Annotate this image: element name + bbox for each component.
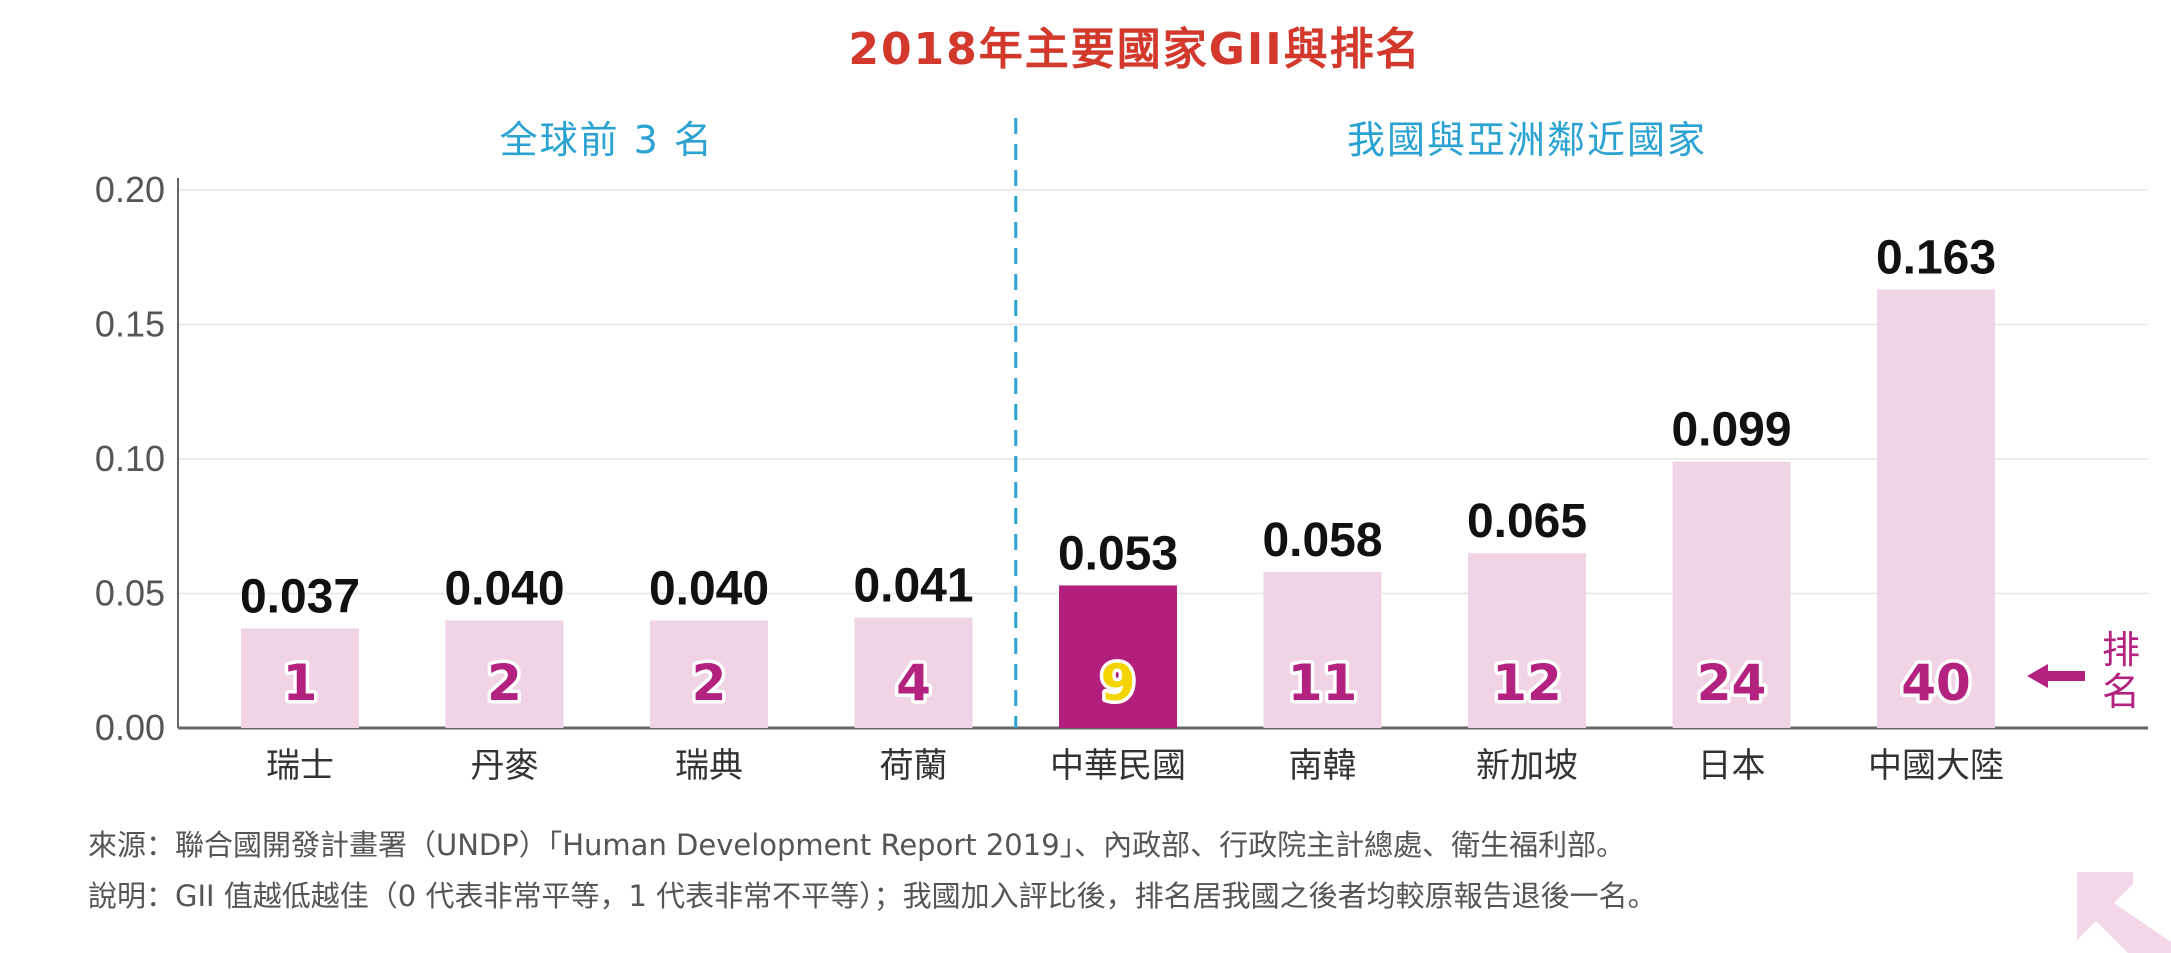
x-tick-label: 荷蘭 [880,746,948,786]
x-tick-label: 中華民國 [1050,746,1186,786]
bar [1877,289,1995,728]
rank-label: 12 [1492,654,1562,712]
rank-label: 2 [692,654,727,712]
value-label: 0.058 [1262,514,1382,567]
rank-label: 11 [1288,654,1358,712]
bar [1263,571,1382,728]
group-label: 我國與亞洲鄰近國家 [1347,118,1707,162]
bars: 0.037 1 瑞士 0.040 2 丹麥 0.040 2 瑞典 0.041 4 荷蘭 0.053 9 中華… [240,232,2004,786]
bar [1468,553,1586,728]
rank-label: 40 [1901,654,1971,712]
y-tick-label: 0.00 [95,707,165,748]
x-tick-label: 新加坡 [1476,746,1578,786]
y-axis-ticks: 0.00 0.05 0.10 0.15 0.20 [95,169,165,748]
bar [1672,461,1791,728]
value-label: 0.099 [1671,404,1791,457]
rank-arrow-icon [2027,664,2085,688]
bar [241,628,359,728]
group-headers: 全球前 3 名 我國與亞洲鄰近國家 [500,118,1707,728]
y-tick-label: 0.15 [95,304,165,345]
bar [650,620,768,728]
bar [854,617,973,728]
x-tick-label: 瑞典 [675,746,743,786]
rank-label: 9 [1101,654,1136,712]
corner-arrow-icon [2077,872,2171,953]
explanation-note: 說明：GII 值越低越佳（0 代表非常平等，1 代表非常不平等）；我國加入評比後… [88,879,1657,913]
value-label: 0.163 [1876,232,1996,285]
rank-label: 4 [896,654,931,712]
value-label: 0.037 [240,570,360,623]
x-tick-label: 日本 [1698,746,1766,786]
value-label: 0.041 [853,560,973,613]
chart-title: 2018年主要國家GII與排名 [848,24,1421,75]
rank-label: 2 [487,654,522,712]
rank-indicator: 排名 [2027,628,2140,714]
x-tick-label: 南韓 [1289,746,1357,786]
value-label: 0.053 [1058,527,1178,580]
value-label: 0.040 [649,562,769,615]
x-tick-label: 丹麥 [471,746,539,786]
group-label: 全球前 3 名 [500,118,714,162]
bar [1059,585,1177,728]
source-note: 來源：聯合國開發計畫署（UNDP）「Human Development Repo… [88,828,1626,862]
x-tick-label: 瑞士 [266,746,334,786]
y-tick-label: 0.20 [95,169,165,210]
rank-label: 1 [283,654,318,712]
rank-legend-label: 排名 [2102,628,2140,714]
rank-label: 24 [1697,654,1767,712]
bar [445,620,564,728]
x-tick-label: 中國大陸 [1868,746,2004,786]
y-tick-label: 0.05 [95,573,165,614]
value-label: 0.040 [444,562,564,615]
y-tick-label: 0.10 [95,438,165,479]
value-label: 0.065 [1467,495,1587,548]
